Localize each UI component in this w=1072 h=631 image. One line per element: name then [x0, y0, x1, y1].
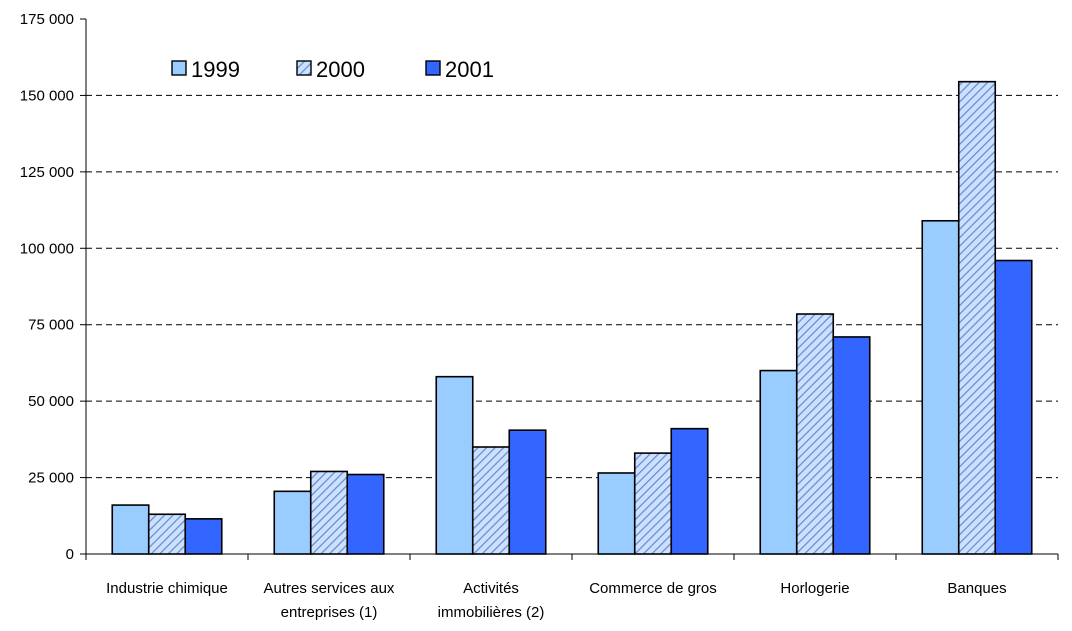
x-tick-label: Commerce de gros [589, 580, 717, 597]
legend: 1999 2000 2001 [171, 57, 494, 82]
bar-1999 [435, 375, 474, 555]
x-tick-label: entreprises (1) [281, 604, 378, 621]
bar-2001 [508, 429, 547, 555]
x-axis-ticks: Industrie chimique Autres services aux ent… [85, 554, 1059, 621]
legend-label-2000: 2000 [316, 57, 365, 82]
bar-1999 [759, 369, 798, 555]
y-tick-label: 75 000 [28, 317, 74, 334]
bar-2000 [471, 446, 511, 555]
y-tick-label: 100 000 [20, 240, 74, 257]
y-tick-label: 125 000 [20, 164, 74, 181]
bar-2001 [670, 427, 709, 555]
bar-2000 [633, 452, 673, 555]
bar-1999 [111, 504, 150, 555]
y-axis-ticks: 0 25 000 50 000 75 000 100 000 125 000 150 000… [20, 11, 86, 563]
bar-2000 [309, 470, 349, 555]
x-tick-label: immobilières (2) [438, 604, 545, 621]
bar-1999 [273, 490, 312, 555]
legend-swatch-2001 [425, 60, 441, 76]
x-tick-label: Autres services aux [264, 580, 395, 597]
bars [111, 80, 1033, 555]
y-tick-label: 25 000 [28, 470, 74, 487]
bar-2001 [994, 259, 1033, 555]
y-tick-label: 50 000 [28, 393, 74, 410]
bar-2001 [184, 518, 223, 555]
x-tick-label: Horlogerie [780, 580, 849, 597]
legend-label-1999: 1999 [191, 57, 240, 82]
bar-2000 [147, 513, 187, 555]
x-tick-label: Industrie chimique [106, 580, 228, 597]
y-tick-label: 175 000 [20, 11, 74, 28]
bar-2001 [346, 473, 385, 555]
legend-swatch-2000 [296, 60, 312, 76]
y-tick-label: 0 [66, 546, 74, 563]
x-tick-label: Banques [947, 580, 1006, 597]
bar-1999 [921, 219, 960, 555]
x-tick-label: Activités [463, 580, 519, 597]
legend-label-2001: 2001 [445, 57, 494, 82]
bar-2000 [795, 313, 835, 555]
axes [85, 19, 1058, 555]
bar-2001 [832, 336, 871, 555]
legend-swatch-1999 [171, 60, 187, 76]
bar-1999 [597, 472, 636, 555]
y-tick-label: 150 000 [20, 87, 74, 104]
bar-2000 [957, 80, 997, 555]
gridlines [86, 94, 1058, 479]
